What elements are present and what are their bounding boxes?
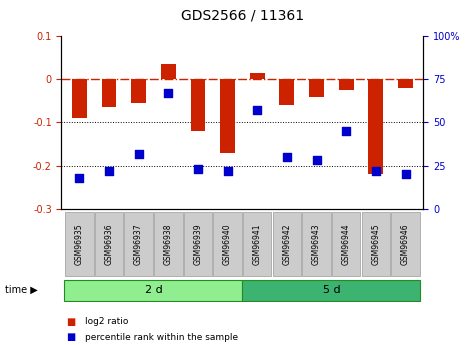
Text: GSM96939: GSM96939	[193, 223, 202, 265]
Point	[135, 151, 142, 156]
Bar	[280, 79, 294, 105]
Text: GSM96936: GSM96936	[105, 223, 114, 265]
Text: GSM96943: GSM96943	[312, 223, 321, 265]
Text: 2 d: 2 d	[145, 285, 162, 295]
FancyBboxPatch shape	[65, 212, 94, 276]
Bar	[161, 64, 175, 79]
Text: GSM96938: GSM96938	[164, 223, 173, 265]
Text: percentile rank within the sample: percentile rank within the sample	[85, 333, 238, 342]
Point	[76, 175, 83, 180]
Bar	[368, 79, 383, 174]
FancyBboxPatch shape	[154, 212, 183, 276]
Point	[283, 154, 291, 160]
Point	[165, 90, 172, 96]
Text: GSM96945: GSM96945	[371, 223, 380, 265]
Bar	[250, 73, 265, 79]
FancyBboxPatch shape	[302, 212, 331, 276]
Text: GSM96940: GSM96940	[223, 223, 232, 265]
Text: GDS2566 / 11361: GDS2566 / 11361	[181, 9, 304, 23]
FancyBboxPatch shape	[124, 212, 153, 276]
Point	[105, 168, 113, 174]
Text: GSM96942: GSM96942	[282, 223, 291, 265]
Bar	[72, 79, 87, 118]
Bar	[131, 79, 146, 103]
Bar	[191, 79, 205, 131]
Text: ■: ■	[66, 317, 76, 326]
FancyBboxPatch shape	[391, 212, 420, 276]
Bar	[309, 79, 324, 97]
Text: GSM96946: GSM96946	[401, 223, 410, 265]
Point	[402, 171, 409, 177]
Point	[372, 168, 380, 174]
Point	[224, 168, 231, 174]
FancyBboxPatch shape	[213, 212, 242, 276]
Point	[194, 166, 201, 172]
FancyBboxPatch shape	[362, 212, 390, 276]
Bar	[220, 79, 235, 152]
Text: ■: ■	[66, 333, 76, 342]
FancyBboxPatch shape	[243, 212, 272, 276]
FancyBboxPatch shape	[243, 279, 420, 301]
FancyBboxPatch shape	[332, 212, 360, 276]
Text: 5 d: 5 d	[323, 285, 340, 295]
Bar	[102, 79, 116, 107]
Text: log2 ratio: log2 ratio	[85, 317, 129, 326]
Text: time ▶: time ▶	[5, 285, 37, 295]
Text: GSM96941: GSM96941	[253, 223, 262, 265]
FancyBboxPatch shape	[95, 212, 123, 276]
Point	[313, 158, 320, 163]
FancyBboxPatch shape	[64, 279, 243, 301]
FancyBboxPatch shape	[184, 212, 212, 276]
Text: GSM96935: GSM96935	[75, 223, 84, 265]
Bar	[339, 79, 354, 90]
Text: GSM96937: GSM96937	[134, 223, 143, 265]
FancyBboxPatch shape	[272, 212, 301, 276]
Text: GSM96944: GSM96944	[342, 223, 350, 265]
Point	[342, 128, 350, 134]
Bar	[398, 79, 413, 88]
Point	[254, 108, 261, 113]
